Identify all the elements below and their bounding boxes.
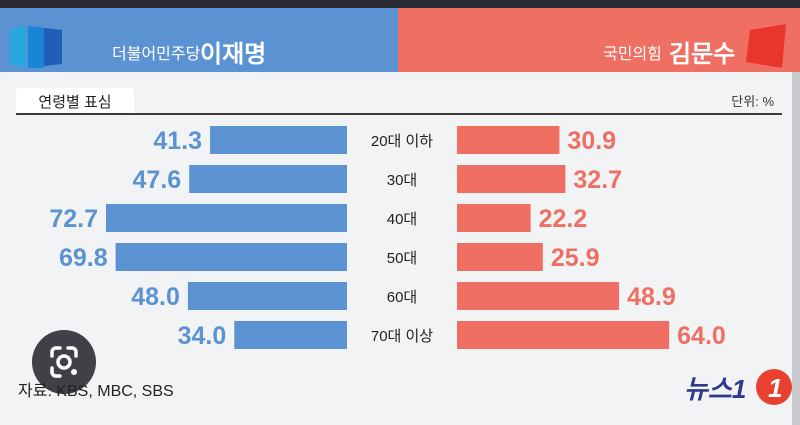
header-right-panel: 국민의힘 김문수: [398, 8, 800, 72]
value-label-right-4: 48.9: [627, 283, 676, 311]
bar-right-3: [457, 243, 543, 271]
right-candidate-name: 김문수: [669, 41, 736, 68]
bar-right-0: [457, 126, 560, 154]
right-party-name: 국민의힘: [603, 46, 662, 63]
value-label-right-2: 22.2: [539, 205, 588, 233]
unit-label: 단위: %: [731, 94, 774, 109]
header-left-panel: 더불어민주당 이재명: [0, 8, 398, 72]
top-strip: [0, 0, 800, 8]
header-rule: [16, 113, 782, 115]
bar-left-1: [189, 165, 347, 193]
value-label-left-4: 48.0: [131, 283, 180, 311]
category-label-2: 40대: [387, 211, 418, 228]
left-candidate-name: 이재명: [200, 41, 267, 68]
svg-text:1: 1: [768, 373, 782, 403]
value-label-left-5: 34.0: [178, 322, 227, 350]
chart-subtitle: 연령별 표심: [16, 88, 134, 114]
ppp-logo-icon: [746, 24, 786, 68]
google-lens-button[interactable]: [32, 330, 96, 394]
value-label-left-1: 47.6: [133, 166, 182, 194]
category-label-1: 30대: [387, 172, 418, 189]
value-label-right-0: 30.9: [567, 127, 616, 155]
google-lens-icon: [50, 346, 78, 378]
bar-right-1: [457, 165, 566, 193]
bar-left-4: [187, 282, 347, 310]
category-label-4: 60대: [387, 289, 418, 306]
bar-right-4: [457, 282, 620, 310]
left-party-name: 더불어민주당: [112, 46, 201, 63]
category-label-5: 70대 이상: [371, 328, 433, 345]
bar-left-0: [210, 126, 347, 154]
value-label-left-2: 72.7: [49, 205, 98, 233]
right-edge-shadow: [792, 72, 800, 425]
value-label-left-3: 69.8: [59, 244, 108, 272]
brand-text: 뉴스1: [684, 374, 746, 404]
value-label-right-3: 25.9: [551, 244, 600, 272]
value-label-right-1: 32.7: [573, 166, 622, 194]
source-note: 자료: KBS, MBC, SBS: [18, 383, 174, 400]
bar-right-2: [457, 204, 531, 232]
category-label-3: 50대: [387, 250, 418, 267]
bar-left-3: [115, 243, 347, 271]
value-label-left-0: 41.3: [153, 127, 202, 155]
democratic-party-logo-icon: [10, 26, 62, 68]
bar-right-5: [457, 321, 670, 349]
bar-left-2: [105, 204, 347, 232]
bar-left-5: [234, 321, 347, 349]
value-label-right-5: 64.0: [677, 322, 726, 350]
news1-logo-icon: 뉴스1 1: [684, 369, 792, 405]
category-label-0: 20대 이하: [371, 133, 433, 150]
